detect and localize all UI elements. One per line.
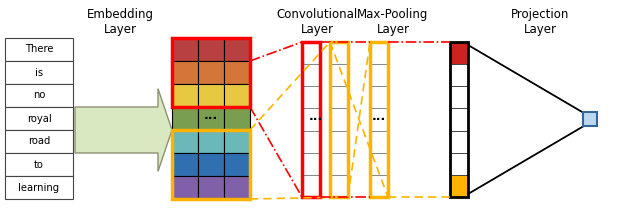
Bar bbox=[5, 153, 73, 176]
Bar bbox=[370, 64, 388, 86]
Bar bbox=[450, 86, 468, 108]
Bar bbox=[330, 42, 348, 197]
Bar bbox=[5, 107, 73, 130]
Text: to: to bbox=[34, 160, 44, 170]
Bar bbox=[224, 107, 250, 130]
Bar bbox=[302, 153, 320, 175]
Bar bbox=[330, 42, 348, 64]
Bar bbox=[224, 61, 250, 84]
Bar bbox=[450, 131, 468, 153]
Bar bbox=[198, 38, 224, 61]
Bar bbox=[450, 153, 468, 175]
Bar bbox=[5, 130, 73, 153]
Bar bbox=[370, 42, 388, 64]
Bar bbox=[172, 61, 198, 84]
Bar bbox=[330, 175, 348, 197]
Text: There: There bbox=[25, 44, 53, 54]
Bar bbox=[198, 107, 224, 130]
Text: ···: ··· bbox=[204, 112, 218, 125]
Text: Max-Pooling
Layer: Max-Pooling Layer bbox=[357, 8, 429, 36]
Bar bbox=[302, 64, 320, 86]
Text: ···: ··· bbox=[372, 113, 386, 126]
Bar bbox=[198, 61, 224, 84]
Bar bbox=[198, 84, 224, 107]
Text: Embedding
Layer: Embedding Layer bbox=[86, 8, 154, 36]
Text: is: is bbox=[35, 68, 43, 78]
Bar bbox=[370, 42, 388, 197]
Bar bbox=[302, 42, 320, 64]
Text: royal: royal bbox=[27, 114, 51, 124]
Bar bbox=[198, 130, 224, 153]
Bar bbox=[450, 42, 468, 64]
Bar bbox=[172, 130, 198, 153]
Bar bbox=[224, 176, 250, 199]
Bar bbox=[172, 38, 198, 61]
Bar bbox=[330, 131, 348, 153]
Bar bbox=[330, 86, 348, 108]
Bar bbox=[172, 107, 198, 130]
Text: ···: ··· bbox=[309, 113, 323, 126]
Bar bbox=[5, 38, 73, 61]
Bar bbox=[224, 130, 250, 153]
Bar bbox=[172, 130, 250, 199]
Text: no: no bbox=[33, 90, 45, 100]
Bar bbox=[330, 153, 348, 175]
Bar bbox=[198, 153, 224, 176]
Bar bbox=[450, 108, 468, 131]
Bar bbox=[302, 42, 320, 197]
Bar bbox=[302, 108, 320, 131]
Bar bbox=[172, 84, 198, 107]
Bar bbox=[450, 42, 468, 197]
Bar bbox=[5, 84, 73, 107]
Bar bbox=[5, 61, 73, 84]
Bar bbox=[224, 38, 250, 61]
Bar bbox=[172, 153, 198, 176]
Bar bbox=[370, 108, 388, 131]
Bar bbox=[370, 153, 388, 175]
Bar bbox=[450, 64, 468, 86]
Bar bbox=[302, 86, 320, 108]
Bar bbox=[198, 176, 224, 199]
Bar bbox=[224, 84, 250, 107]
Bar bbox=[450, 175, 468, 197]
Bar bbox=[302, 175, 320, 197]
Text: learning: learning bbox=[19, 182, 60, 192]
Bar bbox=[172, 176, 198, 199]
Polygon shape bbox=[75, 89, 172, 171]
Bar bbox=[5, 176, 73, 199]
Text: Projection
Layer: Projection Layer bbox=[511, 8, 569, 36]
Bar bbox=[370, 131, 388, 153]
Text: Convolutional
Layer: Convolutional Layer bbox=[276, 8, 358, 36]
Text: road: road bbox=[28, 136, 50, 146]
Bar bbox=[583, 112, 597, 126]
Bar bbox=[370, 175, 388, 197]
Bar bbox=[172, 38, 250, 107]
Bar bbox=[302, 131, 320, 153]
Bar bbox=[370, 86, 388, 108]
Bar bbox=[224, 153, 250, 176]
Bar bbox=[330, 108, 348, 131]
Bar bbox=[330, 64, 348, 86]
